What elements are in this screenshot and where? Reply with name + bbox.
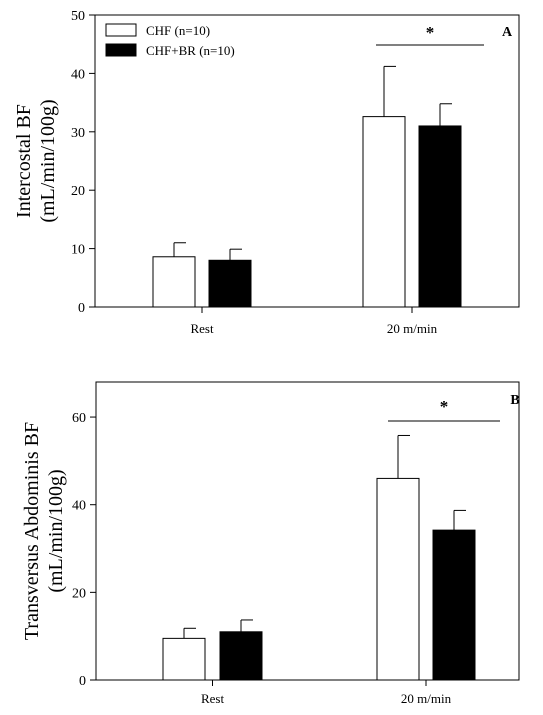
- y-tick-label: 60: [72, 411, 86, 426]
- panel-b: 0 20 40 60 Rest 20 m/min * B Transversus Abdomin…: [21, 381, 520, 706]
- legend-label: CHF+BR (n=10): [146, 43, 235, 58]
- plot-frame: [94, 14, 520, 308]
- y-tick-label: 0: [78, 301, 85, 316]
- y-axis-label: Transversus Abdominis BF (mL/min/100g): [21, 422, 67, 640]
- bar: [418, 125, 462, 308]
- bar: [208, 259, 252, 308]
- legend: CHF (n=10) CHF+BR (n=10): [105, 23, 235, 58]
- legend-swatch: [105, 23, 137, 37]
- x-category-label: 20 m/min: [401, 691, 452, 706]
- y-tick-label: 20: [72, 586, 86, 601]
- legend-swatch: [105, 43, 137, 57]
- x-category-label: Rest: [190, 321, 214, 336]
- panel-letter: B: [510, 393, 519, 408]
- significance-asterisk: *: [440, 397, 449, 416]
- plot-frame: [95, 381, 520, 681]
- panel-a: 0 10 20 30 40 50 Rest 20 m/min * A Intercostal BF(…: [13, 9, 520, 336]
- x-category-label: Rest: [201, 691, 225, 706]
- y-tick-label: 30: [71, 126, 85, 141]
- x-category-label: 20 m/min: [387, 321, 438, 336]
- y-tick-label: 10: [71, 243, 85, 258]
- bar: [362, 116, 406, 308]
- y-tick-label: 50: [71, 9, 85, 24]
- y-tick-label: 0: [79, 674, 86, 689]
- bar: [152, 256, 196, 308]
- bar: [219, 631, 263, 681]
- bar: [162, 637, 206, 681]
- y-axis-label-line2: (mL/min/100g): [45, 469, 67, 592]
- significance-asterisk: *: [426, 23, 435, 42]
- bar: [432, 529, 476, 681]
- y-tick-label: 40: [71, 67, 85, 82]
- y-tick-label: 40: [72, 499, 86, 514]
- y-tick-label: 20: [71, 184, 85, 199]
- y-axis-label-line1: Transversus Abdominis BF: [21, 422, 43, 640]
- y-axis-label: Intercostal BF (mL/min/100g): [13, 99, 59, 222]
- legend-label: CHF (n=10): [146, 23, 210, 38]
- y-axis-label-line2: (mL/min/100g): [37, 99, 59, 222]
- bar: [376, 477, 420, 681]
- panel-letter: A: [502, 25, 513, 40]
- y-axis-label-line1: Intercostal BF: [13, 104, 35, 218]
